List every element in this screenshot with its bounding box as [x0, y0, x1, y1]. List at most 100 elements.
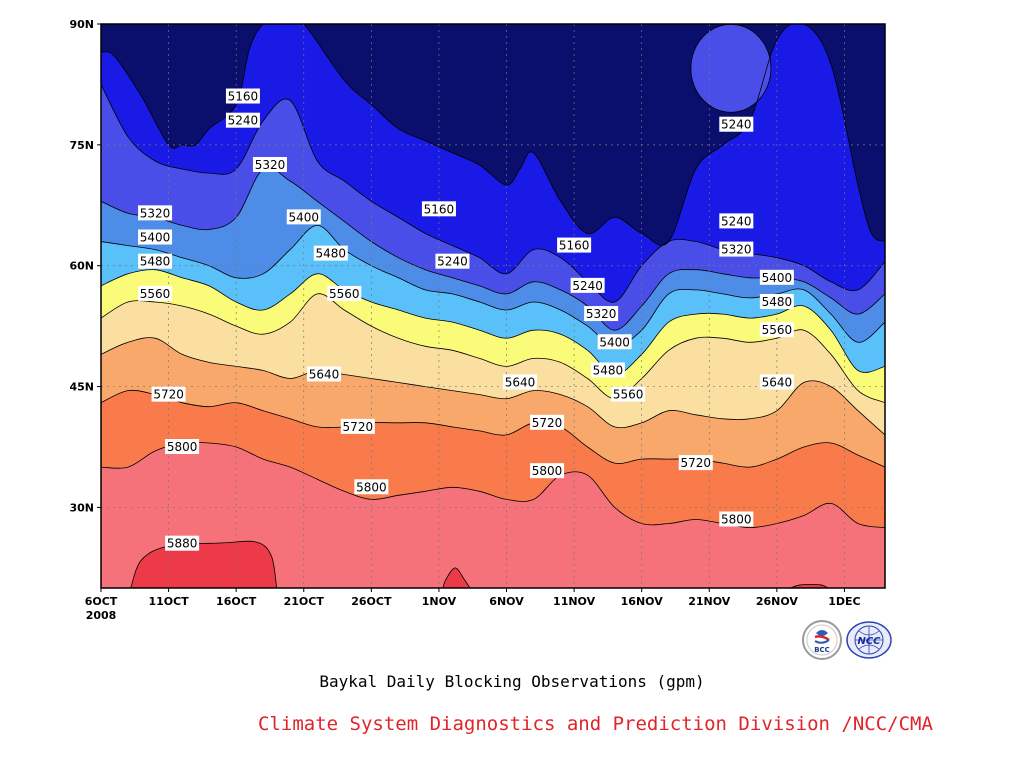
contour-label-box: [151, 386, 186, 402]
contour-label: 5480: [759, 293, 794, 309]
contour-label-box: [503, 374, 538, 390]
credit-line: Climate System Diagnostics and Predictio…: [258, 713, 933, 735]
contour-label: 5320: [584, 306, 619, 322]
contour-label-box: [327, 285, 362, 301]
contour-label-box: [557, 237, 592, 253]
contour-label: 5240: [570, 277, 605, 293]
x-year-label: 2008: [86, 609, 117, 622]
contour-label-box: [165, 439, 200, 454]
band-fill: [101, 442, 885, 588]
contour-label: 5880: [165, 535, 200, 551]
contour-label: 5320: [252, 157, 287, 172]
contour-label: 5720: [530, 414, 565, 430]
contour-line: [101, 441, 885, 529]
x-tick-label: 21OCT: [284, 595, 325, 608]
y-tick-label: 75N: [69, 139, 94, 152]
contour-label: 5720: [151, 386, 186, 402]
contour-label: 5640: [307, 366, 342, 382]
contour-label: 5240: [719, 213, 754, 229]
contour-label: 5400: [138, 229, 173, 245]
local-feature: [130, 540, 278, 588]
contour-label-text: 5240: [572, 279, 603, 293]
contour-label-box: [719, 116, 754, 132]
contour-label-text: 5800: [167, 440, 198, 454]
x-tick-label: 11NOV: [553, 595, 596, 608]
contour-label: 5160: [225, 88, 260, 104]
contour-label-text: 5320: [255, 158, 286, 172]
contour-label-box: [759, 293, 794, 309]
contour-label: 5800: [719, 511, 754, 527]
contour-label-text: 5160: [424, 202, 455, 216]
contour-label-text: 5800: [721, 513, 752, 527]
x-axis-ticks: 6OCT 11OCT 16OCT 21OCT 26OCT 1NOV 6NOV 11NOV 16N…: [85, 588, 861, 622]
contour-label-box: [225, 88, 260, 104]
contour-label-text: 5720: [680, 456, 711, 470]
contour-label-text: 5400: [288, 210, 319, 224]
contour-label-box: [570, 277, 605, 293]
contour-label-box: [719, 213, 754, 229]
contour-label-box: [313, 245, 348, 261]
contour-label-text: 5400: [140, 231, 171, 245]
contour-label-text: 5720: [153, 388, 184, 402]
contour-label-box: [252, 157, 287, 172]
contour-label: 5560: [759, 322, 794, 338]
contour-label-text: 5640: [505, 376, 536, 390]
contour-label-text: 5160: [228, 90, 259, 104]
chart-title: Baykal Daily Blocking Observations (gpm): [319, 672, 705, 691]
contour-label-text: 5480: [316, 247, 347, 261]
contour-label-text: 5640: [309, 367, 340, 381]
contour-label-text: 5320: [721, 243, 752, 257]
contour-plot: 30N 45N 60N 75N 90N 6OCT 11OCT 16OCT 21OCT 26OCT…: [69, 18, 886, 622]
contour-label-box: [286, 209, 321, 225]
x-tick-label: 1DEC: [828, 595, 860, 608]
contour-label-text: 5240: [721, 214, 752, 228]
contour-label-box: [530, 414, 565, 430]
local-feature: [442, 567, 471, 588]
contour-label: 5800: [530, 463, 565, 479]
contour-label-box: [225, 112, 260, 128]
contour-label: 5560: [327, 285, 362, 301]
x-tick-label: 26NOV: [756, 595, 799, 608]
contour-label: 5160: [421, 201, 456, 217]
x-tick-label: 1NOV: [422, 595, 457, 608]
contour-label-text: 5720: [532, 416, 563, 430]
contour-label: 5800: [354, 479, 389, 495]
y-tick-label: 90N: [69, 18, 94, 31]
contour-label: 5800: [165, 439, 200, 454]
bcc-logo-icon: BCC: [802, 620, 842, 660]
svg-text:BCC: BCC: [814, 646, 830, 654]
contour-label-box: [584, 306, 619, 322]
contour-label-box: [354, 479, 389, 495]
contour-labels: 5160 5240 5320 5400 5480 5560 5640 5720 5800 5320…: [138, 88, 794, 551]
contour-label-box: [678, 455, 713, 471]
contour-line: [101, 167, 885, 331]
y-tick-label: 45N: [69, 381, 94, 394]
contour-label-text: 5560: [329, 287, 360, 301]
contour-line: [101, 337, 885, 436]
contour-label-box: [421, 201, 456, 217]
contour-label-box: [165, 535, 200, 551]
local-feature: [790, 583, 829, 588]
contour-label: 5480: [313, 245, 348, 261]
contour-label-box: [435, 253, 470, 269]
contour-label-box: [138, 229, 173, 245]
contour-line: [101, 24, 885, 246]
contour-label-text: 5800: [356, 480, 387, 494]
contour-label-text: 5400: [762, 271, 793, 285]
contour-label: 5160: [557, 237, 592, 253]
x-tick-label: 6OCT: [85, 595, 118, 608]
contour-label-box: [759, 322, 794, 338]
contour-label-text: 5800: [532, 464, 563, 478]
x-tick-label: 6NOV: [489, 595, 524, 608]
contour-label-text: 5560: [613, 388, 644, 402]
contour-label-text: 5640: [762, 376, 793, 390]
contour-label-box: [307, 366, 342, 382]
contour-label: 5480: [590, 362, 625, 378]
contour-label: 5560: [138, 285, 173, 301]
contour-line: [101, 293, 885, 404]
ncc-logo-icon: NCC: [846, 621, 892, 659]
contour-label-text: 5320: [586, 307, 617, 321]
contour-label: 5640: [759, 374, 794, 390]
svg-text:NCC: NCC: [857, 636, 881, 647]
contour-label-text: 5560: [140, 287, 171, 301]
